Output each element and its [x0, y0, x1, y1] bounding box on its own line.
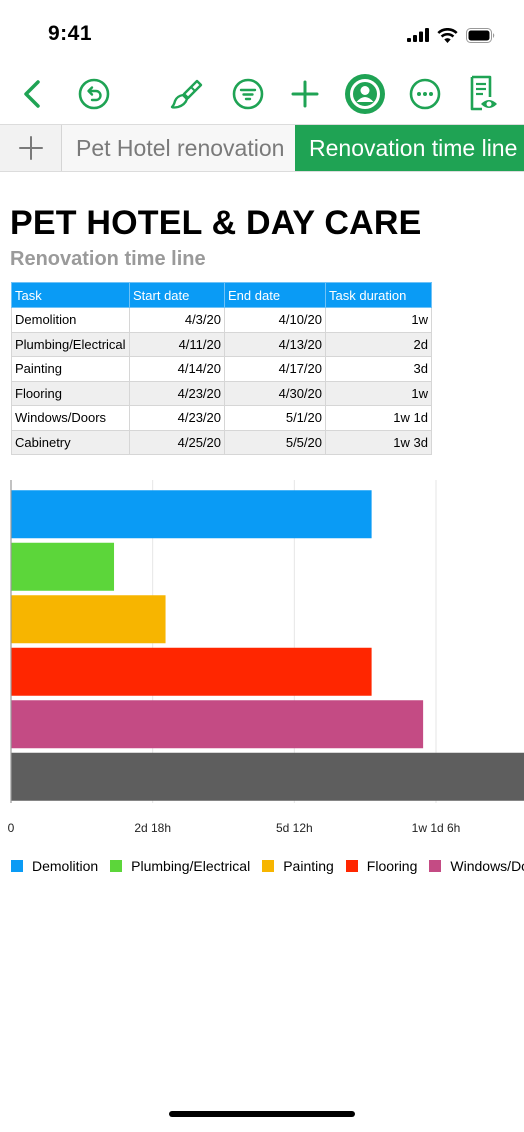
status-time: 9:41	[48, 22, 93, 45]
sheet-title[interactable]: PET HOTEL & DAY CARE	[10, 204, 422, 242]
table-cell[interactable]: 5/1/20	[224, 405, 326, 431]
table-row: Flooring 4/23/20 4/30/20 1w	[11, 380, 432, 406]
legend-swatch	[110, 860, 123, 872]
status-bar: 9:41	[0, 0, 524, 70]
back-chevron-icon	[24, 80, 40, 108]
legend-label: Flooring	[366, 858, 418, 874]
table-cell[interactable]: 1w 3d	[325, 429, 432, 455]
header-cell[interactable]: Task duration	[325, 282, 432, 308]
table-row: Demolition 4/3/20 4/10/20 1w	[11, 307, 432, 333]
reading-view-icon	[470, 75, 497, 111]
timeline-table: Task Start date End date Task duration D…	[11, 282, 432, 455]
table-row: Painting 4/14/20 4/17/20 3d	[11, 356, 432, 382]
table-cell[interactable]: Plumbing/Electrical	[11, 331, 130, 357]
filter-icon	[232, 78, 264, 110]
legend-swatch	[262, 860, 275, 872]
table-cell[interactable]: 4/14/20	[129, 356, 225, 382]
legend-label: Painting	[283, 858, 334, 874]
legend-item: Painting	[262, 858, 334, 874]
format-button[interactable]	[166, 74, 206, 114]
table-cell[interactable]: 4/3/20	[129, 307, 225, 333]
table-cell[interactable]: 4/13/20	[224, 331, 326, 357]
bar-painting[interactable]	[11, 595, 166, 644]
table-row: Cabinetry 4/25/20 5/5/20 1w 3d	[11, 429, 432, 455]
bar-plumbing-electrical[interactable]	[11, 542, 115, 591]
bar-cabinetry[interactable]	[11, 752, 524, 801]
table-cell[interactable]: 4/30/20	[224, 380, 326, 406]
table-cell[interactable]: Cabinetry	[11, 429, 130, 455]
legend-item: Plumbing/Electrical	[110, 858, 250, 874]
table-cell[interactable]: 4/10/20	[224, 307, 326, 333]
legend-label: Windows/Doors	[450, 858, 524, 874]
table-cell[interactable]: Demolition	[11, 307, 130, 333]
sheet-subtitle[interactable]: Renovation time line	[10, 248, 206, 270]
table-cell[interactable]: 2d	[325, 331, 432, 357]
table-header-row: Task Start date End date Task duration	[11, 282, 432, 308]
plus-icon	[291, 80, 319, 108]
paintbrush-icon	[170, 79, 203, 109]
more-icon	[409, 78, 441, 110]
plus-icon	[18, 136, 43, 160]
table-cell[interactable]: 4/23/20	[129, 405, 225, 431]
battery-icon	[466, 27, 495, 43]
table-cell[interactable]: 4/25/20	[129, 429, 225, 455]
legend-swatch	[345, 860, 358, 872]
x-tick-label: 1w 1d 6h	[412, 821, 461, 835]
table-cell[interactable]: 4/17/20	[224, 356, 326, 382]
more-button[interactable]	[405, 74, 445, 114]
legend-item: Demolition	[11, 858, 98, 874]
legend-item: Flooring	[345, 858, 418, 874]
wifi-icon	[437, 27, 458, 43]
table-cell[interactable]: 1w	[325, 307, 432, 333]
table-cell[interactable]: 4/11/20	[129, 331, 225, 357]
table-row: Plumbing/Electrical 4/11/20 4/13/20 2d	[11, 331, 432, 357]
legend-item: Windows/Doors	[429, 858, 524, 874]
legend-label: Demolition	[32, 858, 99, 874]
header-cell[interactable]: Task	[11, 282, 130, 308]
toolbar	[0, 70, 524, 122]
legend-swatch	[429, 860, 442, 872]
table-cell[interactable]: 1w 1d	[325, 405, 432, 431]
table-cell[interactable]: Windows/Doors	[11, 405, 130, 431]
back-button[interactable]	[12, 74, 52, 114]
bar-flooring[interactable]	[11, 647, 372, 696]
reading-view-button[interactable]	[464, 74, 504, 114]
add-sheet-button[interactable]	[0, 125, 62, 171]
table-cell[interactable]: 1w	[325, 380, 432, 406]
bar-demolition[interactable]	[11, 490, 372, 539]
table-row: Windows/Doors 4/23/20 5/1/20 1w 1d	[11, 405, 432, 431]
tab-pet-hotel-renovation[interactable]: Pet Hotel renovation	[62, 125, 295, 171]
tab-renovation-time-line[interactable]: Renovation time line	[295, 125, 524, 171]
x-tick-label: 2d 18h	[134, 821, 171, 835]
collaborate-icon	[345, 74, 385, 114]
duration-bar-chart[interactable]: 0 2d 18h 5d 12h 1w 1d 6h	[0, 470, 524, 840]
home-indicator	[169, 1111, 355, 1117]
header-cell[interactable]: End date	[224, 282, 326, 308]
legend-swatch	[11, 860, 23, 872]
table-cell[interactable]: 4/23/20	[129, 380, 225, 406]
legend-label: Plumbing/Electrical	[131, 858, 251, 874]
undo-icon	[78, 78, 110, 110]
chart-legend: Demolition Plumbing/Electrical Painting Flo…	[11, 858, 524, 878]
undo-button[interactable]	[74, 74, 114, 114]
cellular-signal-icon	[407, 28, 429, 42]
table-cell[interactable]: Painting	[11, 356, 130, 382]
sheet-tabs: Pet Hotel renovation Renovation time lin…	[0, 124, 524, 172]
status-icons	[407, 26, 496, 44]
table-cell[interactable]: 3d	[325, 356, 432, 382]
table-cell[interactable]: Flooring	[11, 380, 130, 406]
bar-windows-doors[interactable]	[11, 700, 424, 749]
sort-filter-button[interactable]	[228, 74, 268, 114]
table-cell[interactable]: 5/5/20	[224, 429, 326, 455]
x-tick-label: 0	[8, 821, 15, 835]
header-cell[interactable]: Start date	[129, 282, 225, 308]
insert-button[interactable]	[285, 74, 325, 114]
x-tick-label: 5d 12h	[276, 821, 313, 835]
collaborate-button[interactable]	[343, 72, 387, 116]
